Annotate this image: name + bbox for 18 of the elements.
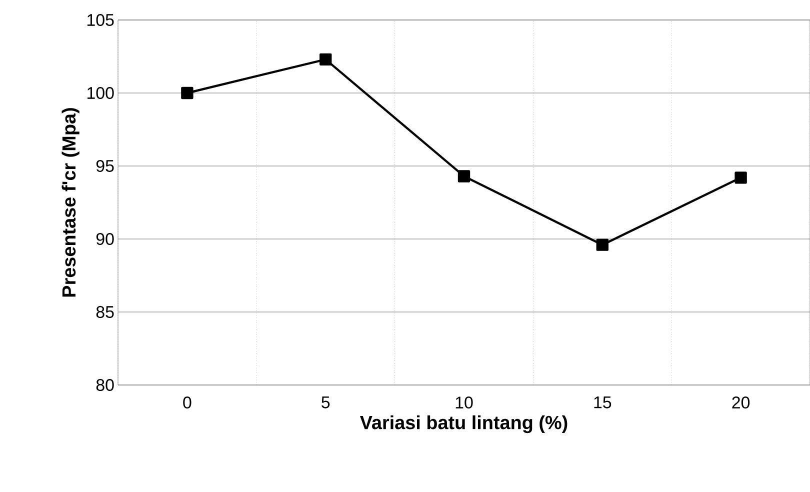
x-tick-label: 10 — [456, 396, 473, 409]
point — [458, 170, 470, 182]
point — [181, 86, 194, 100]
y-tick-label: 85 — [96, 306, 114, 318]
y-tick-label: 105 — [88, 14, 114, 26]
x-tick-label: 5 — [322, 396, 330, 408]
x-axis-title: Variasi batu lintang (%) — [360, 415, 568, 434]
x-tick-label: 0 — [183, 396, 192, 409]
x-tick-label: 15 — [594, 396, 612, 408]
y-tick-label: 90 — [96, 233, 114, 245]
x-tick-label: 20 — [732, 396, 750, 409]
y-tick-label: 80 — [96, 379, 114, 391]
point — [596, 238, 608, 251]
point — [734, 172, 747, 184]
y-tick-label: 100 — [88, 87, 114, 99]
y-axis-title: Presentase f'cr (Mpa) — [62, 108, 80, 297]
point — [320, 53, 332, 66]
y-tick-label: 95 — [96, 160, 114, 172]
